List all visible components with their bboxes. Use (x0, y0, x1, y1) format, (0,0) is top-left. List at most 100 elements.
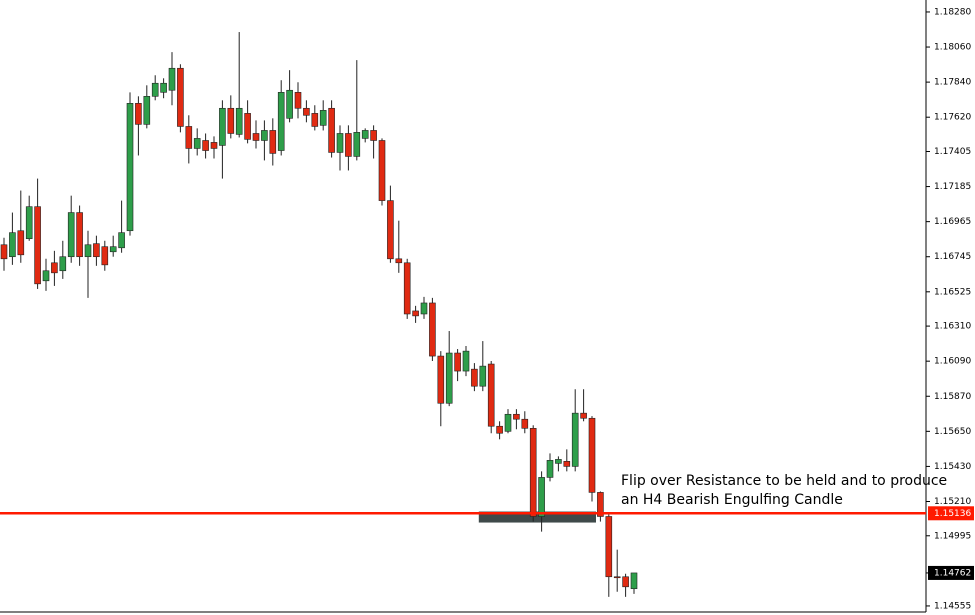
y-tick-label: 1.15650 (934, 427, 971, 437)
candle-body (59, 256, 67, 272)
annotation: Flip over Resistance to be held and to p… (621, 473, 947, 489)
candle-body (311, 113, 319, 127)
y-tick-label: 1.14555 (934, 601, 971, 611)
candle-body (101, 246, 109, 266)
candle-body (202, 140, 209, 151)
candle-body (244, 113, 251, 140)
candle-body (67, 212, 75, 258)
candle-body (462, 350, 470, 372)
candle-body (445, 352, 453, 404)
candle-body (538, 477, 545, 517)
candle-body (294, 92, 302, 109)
candle-body (219, 107, 226, 146)
y-tick-label: 1.17405 (934, 147, 971, 157)
y-tick-label: 1.15430 (934, 462, 971, 472)
current-price-label: 1.14762 (934, 568, 971, 578)
candle-body (25, 206, 33, 240)
candle-body (580, 412, 587, 419)
candle-body (269, 130, 277, 154)
candle-body (51, 262, 58, 274)
candle-body (403, 262, 411, 315)
candle-body (521, 418, 529, 429)
candle-body (328, 107, 335, 153)
candle-body (370, 130, 377, 141)
candle-body (622, 576, 629, 588)
annotation: an H4 Bearish Engulfing Candle (621, 492, 843, 508)
y-tick-label: 1.16965 (934, 217, 971, 227)
candle-body (9, 232, 16, 258)
candle-body (387, 200, 394, 260)
candle-body (513, 413, 520, 420)
candle-body (42, 270, 50, 282)
candle-body (378, 140, 386, 201)
candle-body (345, 133, 352, 157)
candle-body (143, 96, 151, 125)
y-tick-label: 1.18280 (934, 7, 971, 17)
y-tick-label: 1.15870 (934, 392, 971, 402)
candle-body (429, 302, 436, 357)
candle-body (479, 365, 487, 387)
candle-body (597, 492, 604, 517)
candle-body (613, 576, 621, 579)
y-tick-label: 1.17840 (934, 78, 971, 88)
candle-body (252, 133, 260, 141)
candle-body (588, 417, 596, 493)
candle-body (235, 107, 243, 135)
candle-body (17, 230, 25, 256)
y-tick-label: 1.16310 (934, 322, 971, 332)
candle-body (454, 352, 461, 372)
candle-body (286, 89, 293, 119)
level-label: 1.15136 (934, 509, 971, 519)
candle-body (605, 516, 613, 578)
y-tick-label: 1.17620 (934, 113, 971, 123)
candle-body (168, 67, 176, 91)
y-tick-label: 1.15210 (934, 497, 971, 507)
level-label-box (928, 506, 974, 521)
candle-body (353, 132, 361, 157)
candle-body (529, 428, 537, 517)
candle-body (93, 243, 100, 258)
candle-body (563, 461, 571, 467)
candle-body (135, 103, 142, 125)
y-tick-label: 1.14995 (934, 531, 971, 541)
candle-body (555, 459, 562, 464)
candle-body (160, 82, 167, 93)
candle-body (210, 142, 218, 149)
current-price-box (928, 565, 974, 580)
candle-body (126, 103, 134, 232)
candle-body (630, 572, 638, 590)
candle-body (185, 126, 193, 149)
candle-body (471, 368, 478, 387)
candle-body (336, 133, 344, 153)
y-tick-label: 1.18060 (934, 43, 971, 53)
candle-body (76, 212, 83, 258)
candle-body (319, 110, 327, 126)
candle-body (361, 130, 369, 139)
candle-body (177, 67, 184, 127)
candle-body (261, 130, 268, 141)
candle-body (151, 82, 159, 97)
candle-body (420, 302, 428, 315)
candle-body (546, 460, 554, 478)
candle-body (487, 363, 495, 427)
support-zone (478, 511, 596, 523)
candle-body (277, 92, 285, 151)
candle-body (437, 355, 445, 404)
candle-body (0, 244, 8, 260)
y-tick-label: 1.16745 (934, 252, 971, 262)
candle-body (118, 232, 125, 249)
candle-body (34, 206, 41, 285)
candle-body (395, 258, 403, 264)
candle-body (412, 310, 419, 317)
y-tick-label: 1.16525 (934, 287, 971, 297)
y-tick-label: 1.16090 (934, 357, 971, 367)
candle-body (504, 413, 512, 432)
candle-body (84, 244, 92, 258)
y-tick-label: 1.17185 (934, 182, 971, 192)
candle-body (571, 412, 579, 467)
candle-body (193, 138, 201, 149)
candle-body (109, 246, 117, 253)
